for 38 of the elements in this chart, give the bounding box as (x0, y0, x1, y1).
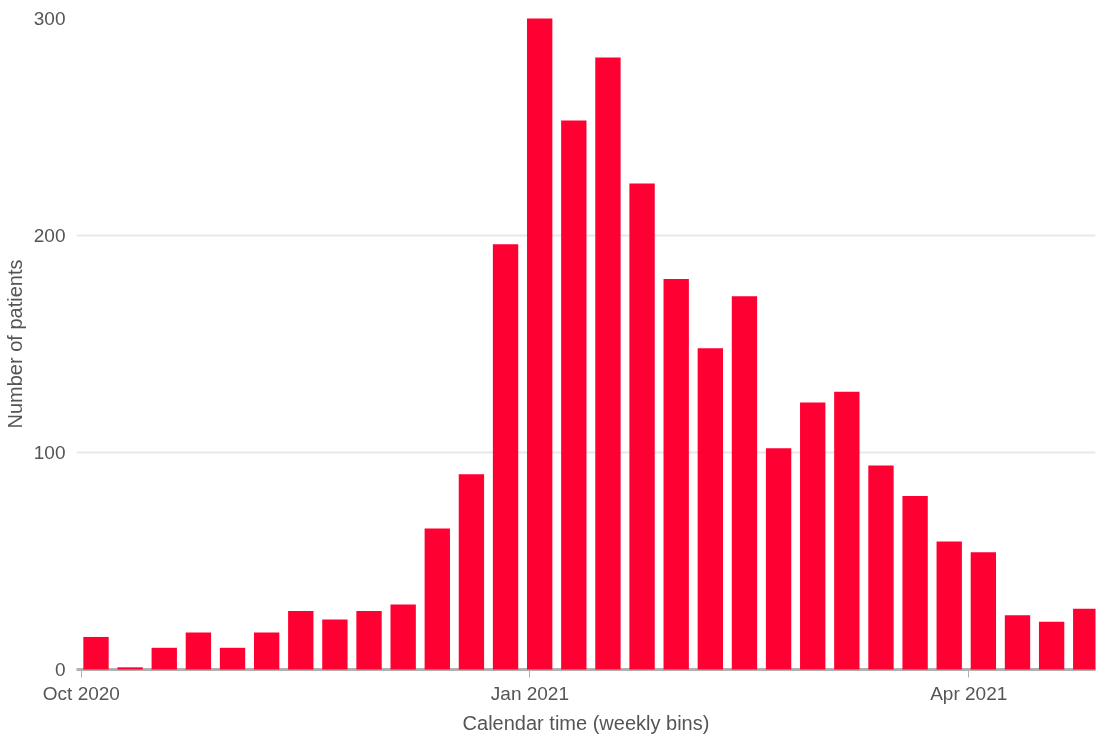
bar (765, 448, 792, 670)
y-tick-label: 100 (33, 442, 66, 463)
bar (390, 604, 416, 670)
bar (731, 296, 758, 670)
bar (253, 632, 280, 670)
bar (219, 647, 246, 670)
bar (936, 541, 962, 670)
bar (83, 636, 109, 670)
bar (492, 244, 519, 670)
bar (458, 474, 485, 670)
x-tick-label: Oct 2020 (42, 682, 120, 704)
x-tick-label: Jan 2021 (490, 682, 570, 704)
bar (288, 610, 314, 670)
y-tick-label: 200 (33, 225, 66, 246)
bar (868, 465, 894, 670)
bar (800, 402, 826, 670)
x-tick-label: Apr 2021 (930, 682, 1008, 704)
y-axis-title: Number of patients (3, 259, 26, 429)
bar (322, 619, 348, 670)
bar (527, 18, 553, 670)
bar (629, 183, 655, 670)
y-tick-label: 0 (54, 659, 66, 680)
bar (970, 552, 997, 670)
bar (185, 632, 212, 670)
bar (902, 495, 928, 670)
x-axis-title: Calendar time (weekly bins) (462, 711, 710, 734)
bar (151, 647, 177, 670)
bar (1004, 615, 1031, 670)
bar (595, 57, 621, 670)
bar (834, 391, 860, 670)
bar (356, 610, 382, 670)
bar (663, 278, 689, 670)
bar (424, 528, 450, 670)
bar (1038, 621, 1065, 670)
bar (561, 120, 587, 670)
y-tick-label: 300 (33, 8, 66, 29)
bar (697, 348, 723, 670)
bar (117, 667, 143, 670)
